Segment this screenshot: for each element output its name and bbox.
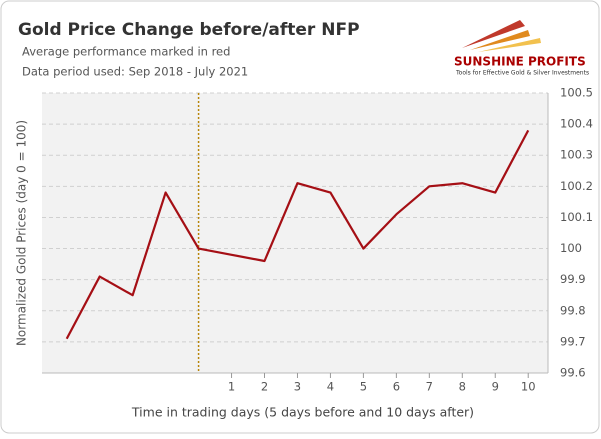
y-tick-label: 99.6 (560, 366, 586, 380)
x-axis-label: Time in trading days (5 days before and … (131, 405, 474, 420)
y-tick-label: 100 (560, 241, 582, 255)
y-tick-label: 100.5 (560, 86, 593, 100)
x-tick-label: 4 (327, 380, 334, 394)
y-tick-label: 99.7 (560, 334, 586, 348)
x-tick-label: 5 (360, 380, 367, 394)
y-tick-label: 100.4 (560, 117, 593, 131)
subtitle: Data period used: Sep 2018 - July 2021 (22, 65, 248, 79)
y-tick-label: 99.8 (560, 303, 586, 317)
subtitle: Average performance marked in red (22, 45, 230, 59)
data-line (65, 129, 530, 340)
logo-ray (478, 38, 541, 52)
plot-area (42, 93, 548, 373)
logo-tagline: Tools for Effective Gold & Silver Invest… (455, 70, 589, 77)
x-tick-label: 10 (521, 380, 536, 394)
chart-title: Gold Price Change before/after NFP (18, 20, 360, 40)
x-tick-label: 3 (294, 380, 301, 394)
x-tick-label: 7 (426, 380, 433, 394)
logo-ray (470, 30, 530, 50)
y-tick-label: 99.9 (560, 272, 586, 286)
x-tick-label: 8 (459, 380, 466, 394)
y-tick-label: 100.3 (560, 148, 593, 162)
y-tick-label: 100.2 (560, 179, 593, 193)
x-tick-label: 6 (393, 380, 400, 394)
x-tick-label: 1 (228, 380, 235, 394)
logo-ray (462, 20, 525, 48)
y-axis-label: Normalized Gold Prices (day 0 = 100) (15, 120, 29, 346)
logo: SUNSHINE PROFITS Tools for Effective Gol… (454, 20, 589, 77)
logo-name: SUNSHINE PROFITS (454, 55, 586, 69)
y-tick-label: 100.1 (560, 210, 593, 224)
x-tick-label: 9 (492, 380, 499, 394)
x-tick-label: 2 (261, 380, 268, 394)
